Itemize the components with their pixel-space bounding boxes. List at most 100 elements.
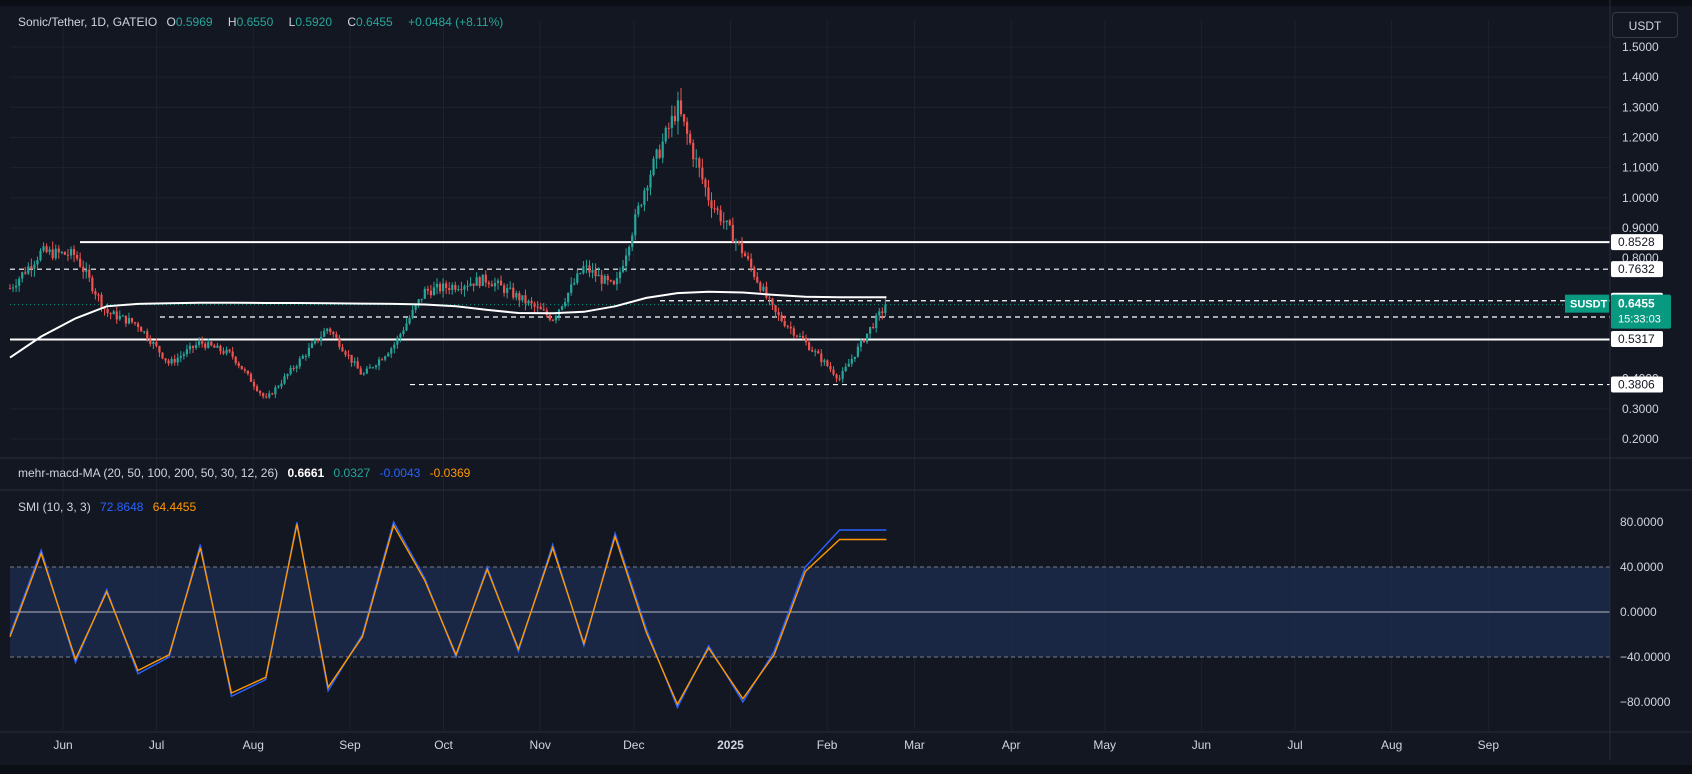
- price-tags: 0.85280.76320.65860.60460.53170.3806SUSD…: [1565, 234, 1671, 393]
- ma-200-line: [9, 290, 887, 359]
- candle-body-184: [570, 284, 573, 293]
- candle-body-218: [673, 115, 676, 122]
- candle-body-244: [753, 267, 756, 277]
- candle-body-185: [573, 282, 576, 285]
- moving-average-line: [9, 290, 887, 359]
- candle-body-111: [347, 354, 350, 356]
- smi-signal-line: [9, 523, 887, 706]
- candle-body-20: [69, 249, 73, 256]
- level-tag-box-1: [1611, 261, 1663, 278]
- candle-body-168: [521, 295, 524, 301]
- candle-body-157: [487, 282, 490, 285]
- candle-body-142: [442, 283, 445, 292]
- smi-label[interactable]: SMI (10, 3, 3): [18, 500, 91, 514]
- candle-body-200: [618, 271, 622, 279]
- candle-body-137: [426, 288, 429, 291]
- candle-body-183: [567, 292, 570, 303]
- time-axis-label-2: Aug: [243, 738, 264, 752]
- candle-body-255: [786, 326, 789, 328]
- candle-body-158: [490, 284, 493, 287]
- candle-body-205: [634, 214, 637, 236]
- candle-body-17: [60, 251, 63, 253]
- symbol-title[interactable]: Sonic/Tether, 1D, GATEIO: [18, 15, 158, 29]
- candle-body-65: [207, 341, 210, 348]
- candle-body-76: [240, 365, 243, 370]
- candle-body-135: [420, 298, 423, 300]
- symbol-tag: SUSDT: [1570, 299, 1608, 311]
- candle-body-273: [841, 370, 844, 379]
- level-tag-box-0: [1611, 234, 1663, 251]
- candle-body-239: [737, 241, 741, 243]
- candle-body-284: [875, 315, 878, 328]
- candle-body-236: [728, 220, 731, 225]
- candle-body-6: [27, 266, 30, 274]
- candle-body-253: [780, 315, 783, 321]
- candle-body-40: [130, 318, 134, 323]
- level-tag-1: 0.7632: [1618, 262, 1655, 276]
- candle-body-116: [362, 373, 365, 375]
- candle-body-193: [597, 274, 600, 277]
- candle-body-74: [234, 356, 237, 364]
- time-axis-label-13: Jul: [1287, 738, 1302, 752]
- candle-body-117: [365, 368, 368, 374]
- candle-body-22: [76, 254, 79, 259]
- time-axis[interactable]: Jun Jul Aug Sep Oct Nov Dec 2025 Feb Mar Apr May Jun…: [53, 738, 1499, 752]
- candle-body-91: [286, 373, 289, 377]
- currency-button[interactable]: USDT: [1612, 12, 1678, 38]
- ohlc-high: H0.6550: [227, 15, 274, 29]
- ohlc-open: O0.5969: [166, 15, 213, 29]
- candle-body-270: [832, 369, 835, 375]
- candle-body-240: [740, 242, 744, 254]
- candle-body-254: [783, 320, 786, 327]
- time-axis-label-12: Jun: [1192, 738, 1211, 752]
- candle-body-260: [801, 336, 805, 340]
- candle-body-123: [384, 356, 387, 360]
- candle-body-81: [255, 386, 259, 391]
- candle-body-43: [140, 327, 143, 332]
- candle-body-101: [316, 339, 320, 342]
- candle-body-147: [457, 289, 460, 291]
- candle-body-68: [216, 345, 219, 348]
- macd-label[interactable]: mehr-macd-MA (20, 50, 100, 200, 50, 30, …: [18, 466, 279, 480]
- candle-body-222: [686, 121, 689, 134]
- candle-body-235: [725, 220, 728, 223]
- candle-body-139: [432, 287, 436, 296]
- candle-body-223: [689, 133, 692, 143]
- candle-body-258: [795, 335, 798, 337]
- candle-body-110: [344, 351, 347, 355]
- price-axis-label-4: 1.1000: [1622, 161, 1659, 175]
- candle-body-48: [155, 342, 158, 347]
- candle-body-167: [518, 293, 521, 301]
- candle-body-80: [252, 381, 256, 387]
- candle-body-242: [747, 256, 750, 259]
- candle-body-71: [225, 349, 228, 354]
- price-axis[interactable]: 1.5000 1.4000 1.3000 1.2000 1.1000 1.0000 0.90…: [1622, 40, 1659, 446]
- candle-body-155: [481, 274, 484, 286]
- candle-body-277: [853, 356, 856, 359]
- candle-body-234: [722, 221, 725, 223]
- candle-body-279: [859, 340, 863, 347]
- ohlc-close: C0.6455: [347, 15, 393, 29]
- candle-body-57: [182, 354, 185, 356]
- candle-body-146: [454, 284, 457, 290]
- time-axis-label-5: Nov: [530, 738, 551, 752]
- price-axis-label-1: 1.4000: [1622, 70, 1659, 84]
- candle-body-2: [15, 285, 18, 288]
- price-axis-label-9: 0.3000: [1622, 402, 1659, 416]
- candle-body-106: [332, 332, 335, 335]
- candles: [8, 87, 887, 399]
- candle-body-250: [771, 298, 774, 306]
- candle-body-47: [152, 342, 155, 344]
- candle-body-126: [393, 344, 396, 349]
- candle-body-67: [213, 345, 216, 348]
- candle-body-63: [201, 341, 204, 344]
- level-tag-4: 0.5317: [1618, 332, 1655, 346]
- smi-axis[interactable]: 80.0000 40.0000 0.0000 −40.0000 −80.0000: [1620, 515, 1671, 709]
- candle-body-99: [310, 343, 314, 348]
- candle-body-128: [399, 334, 402, 338]
- price-axis-label-3: 1.2000: [1622, 130, 1659, 144]
- symbol-legend: Sonic/Tether, 1D, GATEIO O0.5969 H0.6550…: [18, 15, 509, 29]
- candle-body-122: [381, 359, 384, 361]
